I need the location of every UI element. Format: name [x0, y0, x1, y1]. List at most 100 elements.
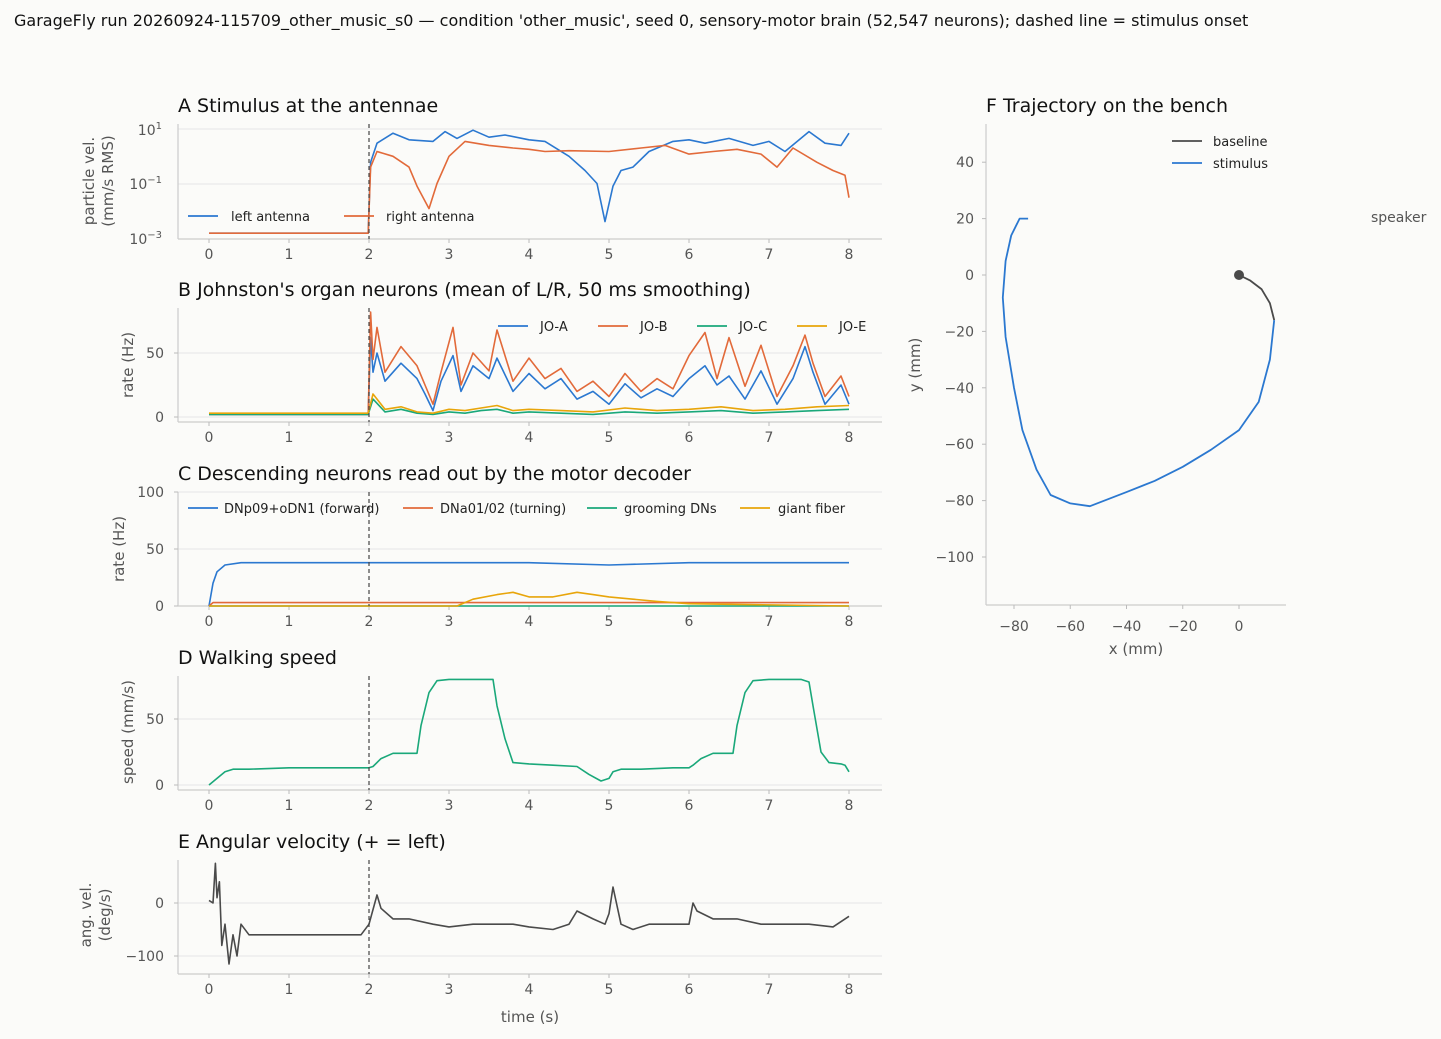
- panel-b: B Johnston's organ neurons (mean of L/R,…: [119, 279, 751, 398]
- panel-b-xtick-label: 2: [365, 430, 374, 446]
- panel-c-ytick-label: 100: [137, 485, 164, 501]
- panel-d-xtick-label: 7: [765, 798, 774, 814]
- panel-d: D Walking speed speed (mm/s): [119, 647, 337, 784]
- panel-b-ytick-label: 0: [155, 410, 164, 426]
- panel-e-xtick-label: 1: [285, 982, 294, 998]
- panel-d-ylabel: speed (mm/s): [119, 680, 137, 784]
- panel-b-xtick-label: 5: [605, 430, 614, 446]
- panel-c-plot: 0 1 2 3 4 5 6 7 8 0 50 100: [137, 485, 882, 630]
- panel-f-xtick-label: −80: [999, 619, 1029, 635]
- panel-a-xtick-label: 0: [205, 247, 214, 263]
- legend-label-giant-fiber: giant fiber: [778, 502, 846, 517]
- panel-e-xtick-label: 0: [205, 982, 214, 998]
- panel-b-xtick-label: 3: [445, 430, 454, 446]
- panel-f-ytick-label: −20: [944, 324, 974, 340]
- legend-label-stimulus: stimulus: [1213, 157, 1268, 172]
- legend-label-dna01-02-turning-: DNa01/02 (turning): [440, 502, 566, 517]
- panel-b-xtick-label: 1: [285, 430, 294, 446]
- panel-e-xtick-label: 4: [525, 982, 534, 998]
- panel-f-ytick-label: −40: [944, 381, 974, 397]
- panel-e-plot: 0 1 2 3 4 5 6 7 8 0 −100: [126, 860, 882, 998]
- panel-e-ylabel-line1: ang. vel.: [77, 883, 95, 948]
- panel-f-xtick-label: −40: [1112, 619, 1142, 635]
- panel-c: C Descending neurons read out by the mot…: [110, 463, 691, 582]
- panel-c-xtick-label: 3: [445, 614, 454, 630]
- legend-label-baseline: baseline: [1213, 135, 1267, 150]
- panel-f-series-baseline: [1238, 274, 1276, 321]
- panel-b-series-jo-c: [209, 398, 850, 416]
- panel-a-legend: left antenna right antenna: [188, 210, 474, 225]
- panel-f-ytick-label: −60: [944, 437, 974, 453]
- panel-c-series-dnp09-odn1-forward-: [208, 561, 849, 607]
- panel-e-series-line: [208, 862, 850, 965]
- panel-d-xtick-label: 3: [445, 798, 454, 814]
- legend-label-jo-b: JO-B: [639, 320, 668, 335]
- panel-e-xtick-label: 3: [445, 982, 454, 998]
- panel-a: A Stimulus at the antennae particle vel.…: [80, 95, 438, 248]
- panel-a-xtick-label: 5: [605, 247, 614, 263]
- panel-a-plot: 0 1 2 3 4 5 6 7 8: [177, 124, 882, 263]
- panel-e-xtick-label: 5: [605, 982, 614, 998]
- legend-label-jo-a: JO-A: [539, 320, 568, 335]
- panel-e-xtick-label: 6: [685, 982, 694, 998]
- panel-f-ytick-label: 0: [965, 268, 974, 284]
- panel-c-xtick-label: 5: [605, 614, 614, 630]
- panel-f-series-stimulus: [1001, 217, 1276, 508]
- panel-b-xtick-label: 6: [685, 430, 694, 446]
- panel-e-ytick-label: −100: [126, 949, 164, 965]
- panel-c-xtick-label: 4: [525, 614, 534, 630]
- panel-d-xtick-label: 2: [365, 798, 374, 814]
- legend-label-jo-e: JO-E: [838, 320, 866, 335]
- panel-c-xtick-label: 2: [365, 614, 374, 630]
- panel-a-title: A Stimulus at the antennae: [178, 95, 438, 117]
- panel-e: E Angular velocity (+ = left) ang. vel. …: [77, 831, 559, 1026]
- panel-a-ylabel-line1: particle vel.: [80, 137, 98, 225]
- panel-a-ytick-mid: 10−1: [129, 175, 162, 193]
- panel-f-xtick-label: 0: [1235, 619, 1244, 635]
- panel-f-xtick-label: −60: [1055, 619, 1085, 635]
- panel-b-xtick-label: 8: [845, 430, 854, 446]
- panel-c-xtick-label: 0: [205, 614, 214, 630]
- panel-c-xtick-label: 6: [685, 614, 694, 630]
- panel-b-series-jo-e: [209, 393, 850, 415]
- panel-d-ytick-label: 50: [146, 712, 164, 728]
- panel-f-ytick-label: 40: [956, 155, 974, 171]
- panel-a-xtick-label: 7: [765, 247, 774, 263]
- panel-a-xtick-label: 8: [845, 247, 854, 263]
- panel-c-xtick-label: 7: [765, 614, 774, 630]
- panel-b-plot: 0 1 2 3 4 5 6 7 8 0 50: [146, 308, 882, 446]
- panel-a-ytick-bottom: 10−3: [129, 230, 162, 248]
- panel-c-ylabel: rate (Hz): [110, 516, 128, 582]
- legend-label-jo-c: JO-C: [738, 320, 767, 335]
- panel-b-series-jo-b: [209, 311, 850, 416]
- panel-c-title: C Descending neurons read out by the mot…: [178, 463, 691, 485]
- panel-c-legend: DNp09+oDN1 (forward) DNa01/02 (turning) gr…: [188, 502, 846, 517]
- panel-f-plot: 40 20 0 −20 −40 −60 −80 −100 −80 −60 −40 −20 0: [936, 124, 1286, 635]
- panel-e-ytick-label: 0: [155, 896, 164, 912]
- panel-a-xtick-label: 3: [445, 247, 454, 263]
- panel-f-ylabel: y (mm): [906, 338, 924, 393]
- panel-f-xtick-label: −20: [1168, 619, 1198, 635]
- panel-a-xtick-label: 4: [525, 247, 534, 263]
- panel-c-series-dna01-02-turning-: [208, 601, 849, 607]
- panel-d-title: D Walking speed: [178, 647, 337, 669]
- panel-f-ytick-label: −100: [936, 550, 974, 566]
- panel-e-title: E Angular velocity (+ = left): [178, 831, 446, 853]
- panel-c-xtick-label: 8: [845, 614, 854, 630]
- panel-d-series-line: [208, 678, 850, 786]
- panel-a-series-right-antenna: [209, 140, 850, 234]
- panel-a-ylabel-line2: (mm/s RMS): [99, 135, 117, 226]
- legend-label-dnp09-odn1-forward-: DNp09+oDN1 (forward): [224, 502, 380, 517]
- panel-b-legend: JO-A JO-B JO-C JO-E: [498, 320, 866, 335]
- panel-f-legend: baseline stimulus: [1172, 135, 1268, 172]
- panel-d-xtick-label: 4: [525, 798, 534, 814]
- legend-label-right-antenna: right antenna: [386, 210, 474, 225]
- panel-c-series-giant-fiber: [209, 591, 850, 607]
- legend-label-grooming-dns: grooming DNs: [624, 502, 717, 517]
- panel-f-ytick-label: −80: [944, 494, 974, 510]
- panel-d-ytick-label: 0: [155, 778, 164, 794]
- panel-d-xtick-label: 1: [285, 798, 294, 814]
- panel-e-xtick-label: 8: [845, 982, 854, 998]
